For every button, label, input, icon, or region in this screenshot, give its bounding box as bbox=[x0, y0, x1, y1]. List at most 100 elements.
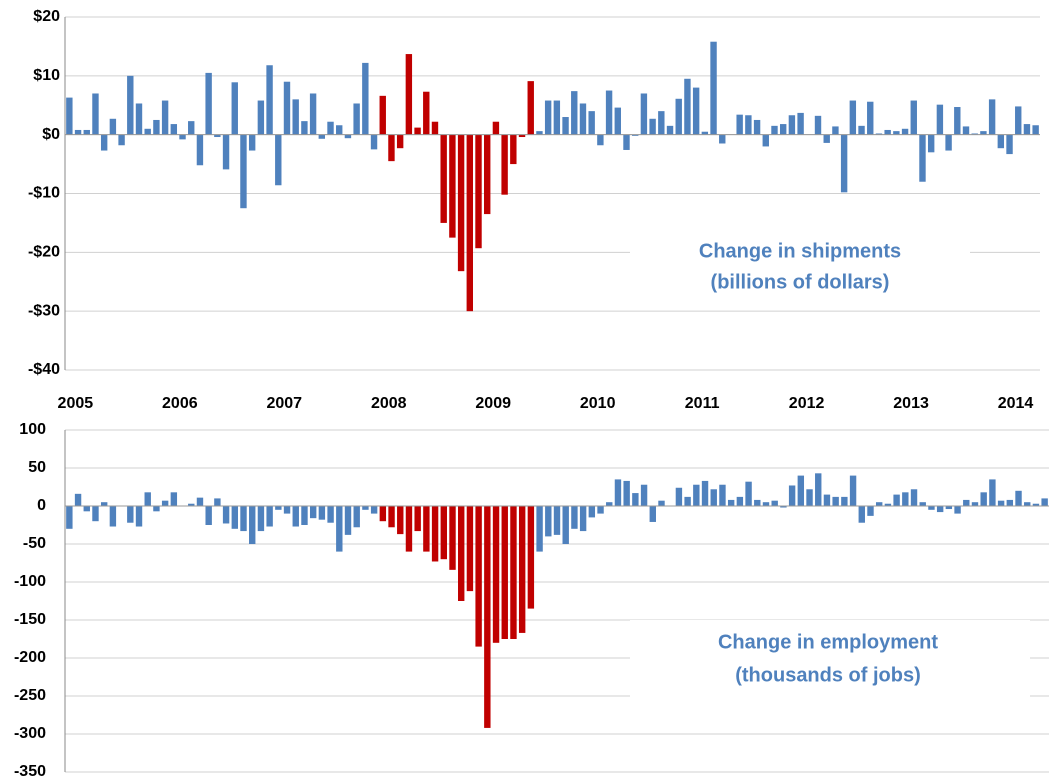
bar bbox=[571, 506, 578, 529]
bar bbox=[414, 506, 421, 532]
bar bbox=[649, 506, 656, 522]
y-tick-label: -$30 bbox=[28, 302, 60, 319]
bar bbox=[902, 492, 909, 506]
bar bbox=[248, 134, 256, 151]
bar bbox=[74, 493, 82, 506]
bar bbox=[327, 506, 334, 523]
bar bbox=[954, 107, 961, 135]
y-tick-label: -$10 bbox=[28, 185, 60, 202]
bar bbox=[884, 503, 892, 506]
bar bbox=[135, 103, 143, 135]
bar bbox=[745, 481, 752, 506]
bar bbox=[283, 506, 291, 514]
y-tick-label: -250 bbox=[14, 687, 46, 704]
bar bbox=[762, 502, 770, 506]
bar bbox=[710, 489, 717, 506]
bar bbox=[544, 100, 552, 135]
bar bbox=[362, 506, 369, 510]
bar bbox=[954, 506, 961, 514]
bar bbox=[118, 134, 125, 146]
bar bbox=[1006, 499, 1014, 506]
bar bbox=[458, 506, 465, 601]
bar bbox=[144, 128, 151, 135]
bar bbox=[779, 124, 787, 135]
bar bbox=[214, 134, 221, 138]
bar bbox=[144, 492, 151, 506]
bar bbox=[971, 133, 978, 135]
bar bbox=[379, 95, 386, 135]
bar bbox=[388, 134, 395, 162]
bar bbox=[518, 506, 526, 633]
bar bbox=[266, 506, 273, 527]
annotation: (thousands of jobs) bbox=[735, 664, 921, 686]
bar bbox=[240, 134, 247, 209]
x-tick-label: 2011 bbox=[685, 395, 720, 412]
bar bbox=[83, 129, 90, 135]
y-tick-label: -$40 bbox=[28, 361, 60, 378]
bar bbox=[719, 484, 726, 506]
bar bbox=[484, 506, 491, 728]
bar bbox=[849, 100, 857, 135]
bar bbox=[510, 506, 517, 639]
bar bbox=[919, 134, 926, 182]
bar bbox=[945, 134, 952, 151]
y-tick-label: -$20 bbox=[28, 244, 60, 261]
y-tick-label: -350 bbox=[14, 763, 46, 780]
bar bbox=[840, 134, 848, 193]
bar bbox=[527, 81, 534, 135]
bar bbox=[823, 134, 830, 143]
x-tick-label: 2010 bbox=[580, 395, 616, 412]
bar bbox=[196, 134, 204, 166]
bar bbox=[231, 82, 238, 135]
bar bbox=[188, 121, 195, 135]
bar bbox=[1015, 490, 1022, 506]
bar bbox=[884, 129, 891, 135]
bar bbox=[745, 115, 752, 135]
bar bbox=[205, 506, 212, 525]
bar bbox=[301, 121, 308, 135]
bar bbox=[658, 500, 665, 506]
bar bbox=[449, 506, 456, 570]
bar bbox=[588, 111, 595, 135]
bar bbox=[1015, 106, 1022, 135]
bar bbox=[1023, 124, 1031, 135]
bar bbox=[214, 498, 221, 506]
bar bbox=[466, 506, 474, 592]
bar bbox=[135, 506, 143, 527]
bar bbox=[249, 506, 256, 544]
bar bbox=[597, 506, 604, 514]
bar bbox=[397, 506, 404, 535]
bar bbox=[893, 131, 900, 135]
bar bbox=[693, 484, 700, 506]
bar bbox=[797, 112, 804, 135]
annotation: Change in shipments bbox=[699, 240, 901, 262]
annotation: (billions of dollars) bbox=[711, 271, 890, 293]
bar bbox=[684, 496, 691, 506]
bar bbox=[501, 134, 508, 195]
annotation-box bbox=[630, 232, 970, 302]
bar bbox=[562, 506, 569, 544]
bar bbox=[309, 93, 317, 135]
bar bbox=[719, 134, 726, 144]
bar bbox=[292, 506, 299, 527]
bar bbox=[170, 124, 178, 135]
bar bbox=[727, 499, 735, 506]
bar bbox=[989, 479, 996, 506]
bar bbox=[997, 500, 1005, 506]
bar bbox=[867, 506, 874, 516]
bar bbox=[675, 98, 682, 135]
bar bbox=[475, 506, 482, 647]
bar bbox=[484, 134, 491, 215]
bar bbox=[440, 506, 447, 560]
bar bbox=[788, 485, 796, 506]
bar bbox=[423, 506, 430, 552]
bar bbox=[632, 134, 639, 136]
bar bbox=[501, 506, 508, 639]
bar bbox=[518, 134, 526, 138]
bar bbox=[396, 134, 404, 149]
bar bbox=[623, 480, 630, 506]
bar bbox=[571, 91, 578, 135]
bar bbox=[188, 503, 195, 506]
bar bbox=[492, 121, 500, 135]
